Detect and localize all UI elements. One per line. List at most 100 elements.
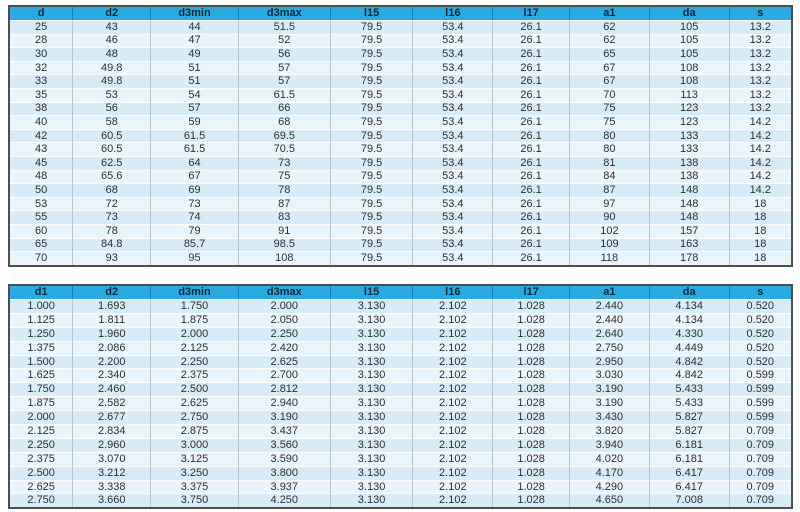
cell-l15: 79.5 bbox=[329, 196, 413, 211]
cell-d3min: 69 bbox=[150, 183, 239, 198]
cell-da: 163 bbox=[648, 237, 730, 252]
header-row: d d2 d3min d3max l15 l16 l17 a1 da s bbox=[9, 6, 792, 21]
cell-l17: 26.1 bbox=[492, 101, 570, 116]
cell-l15: 79.5 bbox=[329, 210, 413, 225]
cell-s: 0.520 bbox=[728, 354, 792, 369]
cell-l15: 79.5 bbox=[329, 142, 413, 157]
cell-s: 14.2 bbox=[728, 155, 792, 171]
metric-table-body: 25 43 44 51.5 79.5 53.4 26.1 62 105 13.2 28 46 47 52 7… bbox=[9, 20, 792, 266]
cell-l15: 3.130 bbox=[329, 326, 413, 342]
cell-d: 32 bbox=[9, 60, 73, 75]
cell-l15: 3.130 bbox=[329, 465, 413, 481]
cell-d1: 2.625 bbox=[9, 479, 73, 494]
cell-l17: 26.1 bbox=[492, 237, 570, 252]
cell-l16: 2.102 bbox=[412, 396, 493, 411]
cell-d2: 1.693 bbox=[72, 299, 151, 314]
cell-s: 13.2 bbox=[728, 33, 792, 48]
cell-da: 108 bbox=[648, 74, 730, 89]
cell-d3min: 44 bbox=[150, 20, 239, 35]
cell-d3min: 95 bbox=[150, 251, 239, 266]
cell-d3max: 3.800 bbox=[237, 465, 331, 481]
cell-d3max: 3.590 bbox=[237, 451, 331, 467]
table-row: 70 93 95 108 79.5 53.4 26.1 118 178 18 bbox=[9, 251, 792, 266]
cell-d: 42 bbox=[9, 128, 73, 143]
table-row: 2.750 3.660 3.750 4.250 3.130 2.102 1.028 4.650… bbox=[9, 493, 792, 509]
cell-d2: 2.340 bbox=[72, 368, 151, 383]
cell-l16: 53.4 bbox=[412, 223, 493, 238]
cell-d3max: 70.5 bbox=[237, 142, 331, 157]
cell-l17: 1.028 bbox=[492, 465, 570, 481]
cell-d2: 78 bbox=[72, 223, 151, 238]
cell-d: 50 bbox=[9, 183, 73, 198]
cell-da: 133 bbox=[648, 128, 730, 143]
cell-l16: 53.4 bbox=[412, 196, 493, 211]
cell-d: 30 bbox=[9, 47, 73, 62]
cell-s: 0.599 bbox=[728, 368, 792, 383]
cell-a1: 4.650 bbox=[569, 493, 650, 509]
cell-d3max: 2.050 bbox=[237, 312, 331, 328]
cell-d3max: 98.5 bbox=[237, 237, 331, 252]
cell-d2: 93 bbox=[72, 251, 151, 266]
table-row: 40 58 59 68 79.5 53.4 26.1 75 123 14.2 bbox=[9, 115, 792, 130]
metric-dimension-table-grid: d d2 d3min d3max l15 l16 l17 a1 da s 25 43 44 51.5 79… bbox=[8, 5, 793, 267]
cell-a1: 3.820 bbox=[569, 424, 650, 439]
cell-d1: 2.375 bbox=[9, 451, 73, 467]
table-row: 1.000 1.693 1.750 2.000 3.130 2.102 1.028 2.440… bbox=[9, 299, 792, 314]
cell-d2: 3.070 bbox=[72, 451, 151, 467]
table-row: 1.750 2.460 2.500 2.812 3.130 2.102 1.028 3.190… bbox=[9, 382, 792, 397]
cell-a1: 2.640 bbox=[569, 326, 650, 342]
inch-dimension-table-grid: d1 d2 d3min d3max l15 l16 l17 a1 da s 1.000 1.693 1… bbox=[8, 284, 793, 510]
cell-da: 105 bbox=[648, 47, 730, 62]
cell-d2: 2.200 bbox=[72, 354, 151, 369]
cell-d2: 2.677 bbox=[72, 410, 151, 425]
cell-l17: 1.028 bbox=[492, 451, 570, 467]
cell-d3max: 57 bbox=[237, 74, 331, 89]
cell-a1: 4.170 bbox=[569, 465, 650, 481]
cell-l16: 2.102 bbox=[412, 382, 493, 397]
cell-l15: 79.5 bbox=[329, 74, 413, 89]
header-row: d1 d2 d3min d3max l15 l16 l17 a1 da s bbox=[9, 285, 792, 300]
cell-d1: 2.125 bbox=[9, 424, 73, 439]
cell-da: 5.827 bbox=[648, 410, 730, 425]
cell-da: 5.827 bbox=[648, 424, 730, 439]
cell-d: 25 bbox=[9, 20, 73, 35]
cell-da: 113 bbox=[648, 87, 730, 103]
cell-l15: 79.5 bbox=[329, 60, 413, 75]
cell-l15: 79.5 bbox=[329, 128, 413, 143]
cell-l16: 53.4 bbox=[412, 87, 493, 103]
cell-l16: 53.4 bbox=[412, 183, 493, 198]
cell-d3min: 64 bbox=[150, 155, 239, 171]
cell-d3min: 49 bbox=[150, 47, 239, 62]
cell-d1: 2.750 bbox=[9, 493, 73, 509]
cell-d2: 53 bbox=[72, 87, 151, 103]
cell-s: 0.520 bbox=[728, 326, 792, 342]
cell-d3max: 2.250 bbox=[237, 326, 331, 342]
cell-a1: 84 bbox=[569, 169, 650, 184]
cell-d3min: 3.750 bbox=[150, 493, 239, 509]
cell-l17: 1.028 bbox=[492, 479, 570, 494]
column-header-da: da bbox=[648, 6, 730, 21]
table-row: 1.625 2.340 2.375 2.700 3.130 2.102 1.028 3.030… bbox=[9, 368, 792, 383]
cell-l16: 53.4 bbox=[412, 20, 493, 35]
cell-a1: 2.440 bbox=[569, 312, 650, 328]
column-header-d3max: d3max bbox=[237, 285, 331, 300]
cell-d3min: 79 bbox=[150, 223, 239, 238]
cell-s: 14.2 bbox=[728, 115, 792, 130]
cell-l16: 53.4 bbox=[412, 47, 493, 62]
cell-s: 13.2 bbox=[728, 20, 792, 35]
cell-l17: 1.028 bbox=[492, 312, 570, 328]
cell-l16: 53.4 bbox=[412, 115, 493, 130]
cell-d3max: 83 bbox=[237, 210, 331, 225]
cell-s: 13.2 bbox=[728, 74, 792, 89]
cell-d2: 73 bbox=[72, 210, 151, 225]
cell-l16: 2.102 bbox=[412, 410, 493, 425]
cell-l17: 26.1 bbox=[492, 47, 570, 62]
cell-d3min: 1.750 bbox=[150, 299, 239, 314]
cell-l15: 3.130 bbox=[329, 312, 413, 328]
cell-s: 18 bbox=[728, 237, 792, 252]
cell-da: 6.181 bbox=[648, 437, 730, 453]
cell-d2: 49.8 bbox=[72, 74, 151, 89]
cell-d3min: 51 bbox=[150, 74, 239, 89]
cell-da: 4.134 bbox=[648, 299, 730, 314]
cell-a1: 67 bbox=[569, 74, 650, 89]
